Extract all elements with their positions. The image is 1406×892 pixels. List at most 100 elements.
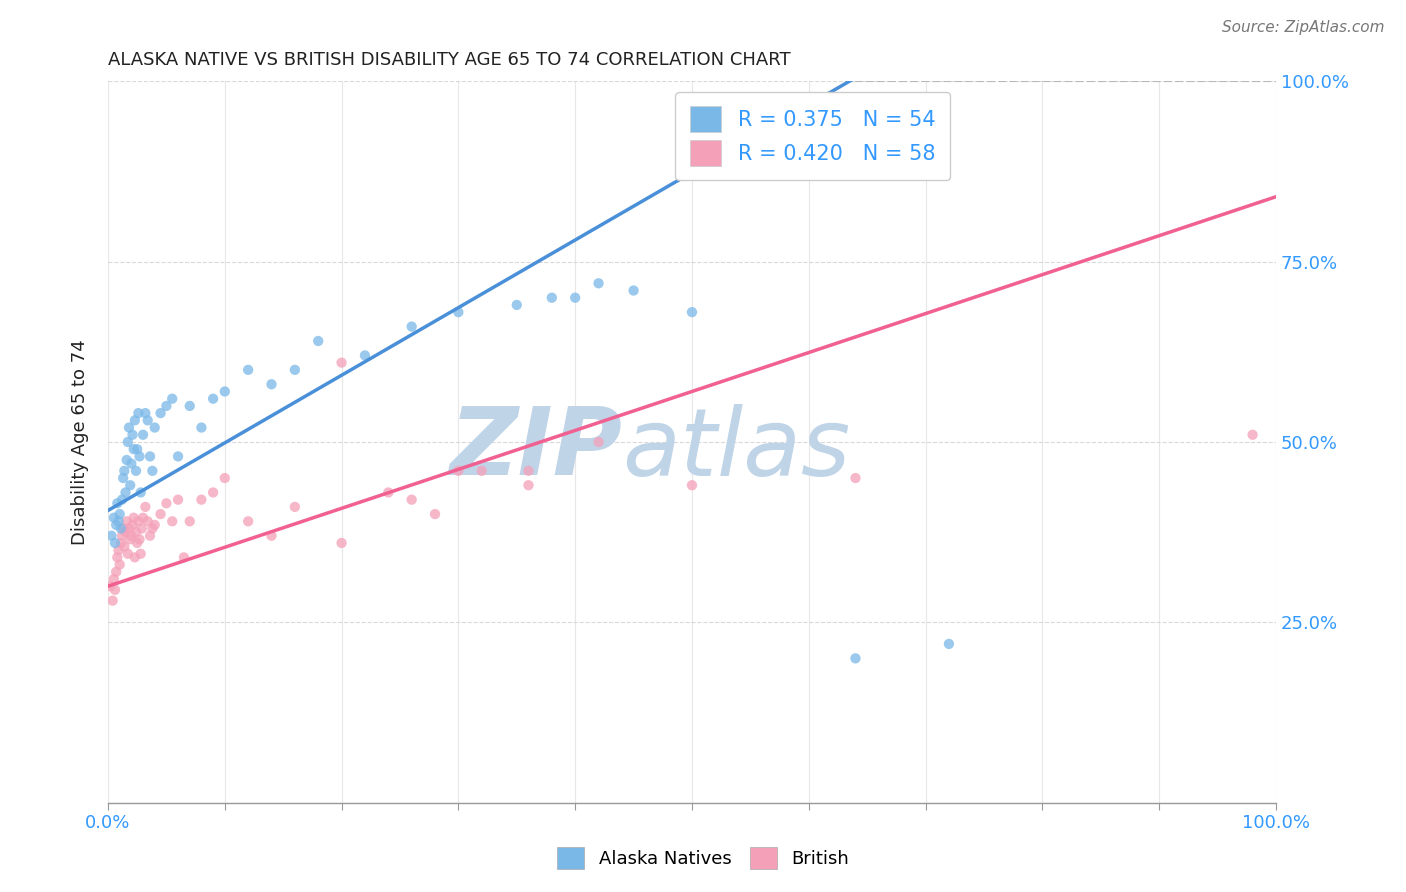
Point: [112, 471, 135, 485]
Point: [128, 450, 150, 464]
Point: [190, 492, 212, 507]
Point: [134, 406, 156, 420]
Point: [330, 536, 353, 550]
Point: [681, 478, 703, 492]
Point: [132, 510, 155, 524]
Point: [107, 543, 129, 558]
Point: [160, 514, 183, 528]
Point: [179, 399, 201, 413]
Point: [131, 522, 153, 536]
Point: [103, 572, 125, 586]
Point: [120, 533, 142, 547]
Text: ALASKA NATIVE VS BRITISH DISABILITY AGE 65 TO 74 CORRELATION CHART: ALASKA NATIVE VS BRITISH DISABILITY AGE …: [108, 51, 790, 69]
Point: [149, 507, 172, 521]
Point: [167, 450, 190, 464]
Point: [108, 507, 131, 521]
Point: [471, 464, 494, 478]
Point: [111, 492, 134, 507]
Point: [214, 384, 236, 399]
Point: [284, 363, 307, 377]
Point: [111, 529, 134, 543]
Point: [588, 277, 610, 291]
Point: [844, 651, 866, 665]
Point: [129, 547, 152, 561]
Point: [101, 593, 124, 607]
Point: [517, 464, 540, 478]
Point: [134, 500, 156, 514]
Point: [540, 291, 562, 305]
Text: atlas: atlas: [621, 404, 851, 495]
Point: [124, 413, 146, 427]
Point: [121, 427, 143, 442]
Point: [129, 485, 152, 500]
Text: ZIP: ZIP: [449, 403, 621, 495]
Point: [120, 457, 142, 471]
Point: [190, 420, 212, 434]
Point: [160, 392, 183, 406]
Point: [844, 471, 866, 485]
Point: [506, 298, 529, 312]
Point: [284, 500, 307, 514]
Point: [167, 492, 190, 507]
Point: [588, 434, 610, 449]
Point: [260, 529, 283, 543]
Point: [118, 522, 141, 536]
Point: [122, 442, 145, 457]
Text: Source: ZipAtlas.com: Source: ZipAtlas.com: [1222, 20, 1385, 35]
Point: [98, 579, 121, 593]
Point: [120, 478, 142, 492]
Point: [120, 529, 142, 543]
Legend: Alaska Natives, British: Alaska Natives, British: [548, 838, 858, 879]
Point: [149, 406, 172, 420]
Point: [401, 492, 423, 507]
Point: [105, 550, 128, 565]
Point: [122, 510, 145, 524]
Point: [127, 406, 149, 420]
Point: [155, 496, 177, 510]
Point: [105, 565, 128, 579]
Point: [173, 550, 195, 565]
Point: [125, 464, 148, 478]
Point: [260, 377, 283, 392]
Point: [236, 363, 259, 377]
Point: [623, 284, 645, 298]
Point: [112, 540, 135, 554]
Point: [141, 522, 163, 536]
Point: [202, 392, 225, 406]
Point: [103, 510, 125, 524]
Point: [938, 637, 960, 651]
Point: [105, 496, 128, 510]
Point: [143, 420, 166, 434]
Point: [423, 507, 446, 521]
Point: [124, 550, 146, 565]
Point: [110, 536, 132, 550]
Point: [100, 529, 122, 543]
Point: [214, 471, 236, 485]
Point: [447, 464, 470, 478]
Point: [136, 413, 159, 427]
Point: [354, 348, 377, 362]
Point: [127, 514, 149, 528]
Point: [104, 582, 127, 597]
Point: [143, 517, 166, 532]
Point: [112, 522, 135, 536]
Point: [447, 305, 470, 319]
Point: [179, 514, 201, 528]
Point: [112, 464, 135, 478]
Point: [564, 291, 586, 305]
Y-axis label: Disability Age 65 to 74: Disability Age 65 to 74: [72, 339, 89, 545]
Point: [114, 525, 136, 540]
Point: [132, 427, 155, 442]
Point: [121, 517, 143, 532]
Point: [108, 558, 131, 572]
Point: [141, 464, 163, 478]
Point: [107, 514, 129, 528]
Point: [330, 356, 353, 370]
Point: [117, 434, 139, 449]
Point: [117, 547, 139, 561]
Point: [401, 319, 423, 334]
Point: [202, 485, 225, 500]
Point: [517, 478, 540, 492]
Point: [115, 514, 138, 528]
Point: [139, 450, 162, 464]
